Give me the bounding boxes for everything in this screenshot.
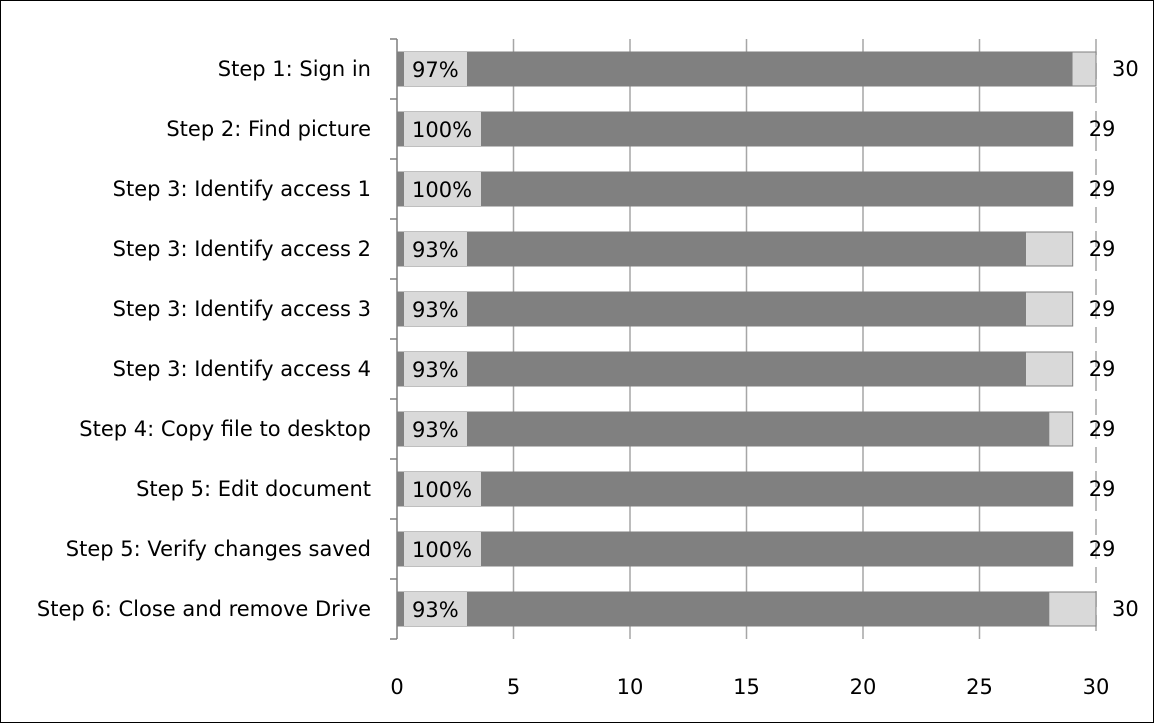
percent-label-box (404, 292, 467, 326)
bar-success-segment (397, 352, 1027, 386)
percent-label-box (404, 232, 467, 266)
total-label: 29 (1089, 117, 1116, 141)
x-tick-label: 15 (733, 675, 760, 699)
category-label: Step 3: Identify access 1 (113, 177, 371, 201)
percent-label: 93% (412, 238, 459, 262)
total-label: 29 (1089, 537, 1116, 561)
bar-success-segment (397, 292, 1027, 326)
bar-success-segment (397, 172, 1073, 206)
category-label: Step 1: Sign in (218, 57, 371, 81)
percent-label: 93% (412, 298, 459, 322)
x-tick-label: 0 (390, 675, 403, 699)
axes: 0 5 10 15 20 25 30 Step 1: Sign in Step 2: Find … (37, 38, 1110, 699)
x-tick-label: 30 (1083, 675, 1110, 699)
category-label: Step 3: Identify access 2 (113, 237, 371, 261)
percent-label-box (404, 112, 481, 146)
category-label: Step 2: Find picture (166, 117, 371, 141)
percent-label: 97% (412, 58, 459, 82)
percent-label: 93% (412, 358, 459, 382)
total-label: 30 (1112, 57, 1139, 81)
x-tick-label: 10 (617, 675, 644, 699)
bar-success-segment (397, 592, 1050, 626)
percent-label-box (404, 472, 481, 506)
category-label: Step 3: Identify access 4 (113, 357, 371, 381)
bar-success-segment (397, 112, 1073, 146)
category-label: Step 3: Identify access 3 (113, 297, 371, 321)
x-tick-label: 25 (966, 675, 993, 699)
x-tick-label: 20 (850, 675, 877, 699)
total-label: 29 (1089, 297, 1116, 321)
total-label: 29 (1089, 177, 1116, 201)
category-label: Step 5: Verify changes saved (66, 537, 371, 561)
category-label: Step 4: Copy file to desktop (79, 417, 371, 441)
category-label: Step 5: Edit document (136, 477, 371, 501)
bar-failure-segment (1026, 232, 1073, 266)
bar-failure-segment (1049, 412, 1073, 446)
percent-label: 100% (412, 118, 472, 142)
bar-success-segment (397, 472, 1073, 506)
bar-success-segment (397, 52, 1073, 86)
percent-label: 100% (412, 178, 472, 202)
percent-label: 100% (412, 478, 472, 502)
bar-failure-segment (1072, 52, 1096, 86)
percent-label: 100% (412, 538, 472, 562)
bar-failure-segment (1026, 352, 1073, 386)
x-tick-label: 5 (507, 675, 520, 699)
bars (396, 51, 1097, 627)
percent-label-box (404, 412, 467, 446)
bar-success-segment (397, 412, 1050, 446)
bar-failure-segment (1026, 292, 1073, 326)
bar-failure-segment (1049, 592, 1096, 626)
percent-label-box (404, 532, 481, 566)
bar-success-segment (397, 232, 1027, 266)
total-label: 29 (1089, 357, 1116, 381)
total-label: 30 (1112, 597, 1139, 621)
percent-label-box (404, 352, 467, 386)
percent-label: 93% (412, 598, 459, 622)
total-label: 29 (1089, 237, 1116, 261)
total-label: 29 (1089, 477, 1116, 501)
total-label: 29 (1089, 417, 1116, 441)
percent-label-box (404, 592, 467, 626)
percent-label-box (404, 172, 481, 206)
category-label: Step 6: Close and remove Drive (37, 597, 371, 621)
percent-label: 93% (412, 418, 459, 442)
percent-label-box (404, 52, 467, 86)
bar-success-segment (397, 532, 1073, 566)
data-labels: 97% 30 100% 29 100% 29 93% 29 93% 29 93% 29 93% 29 100… (404, 52, 1139, 626)
